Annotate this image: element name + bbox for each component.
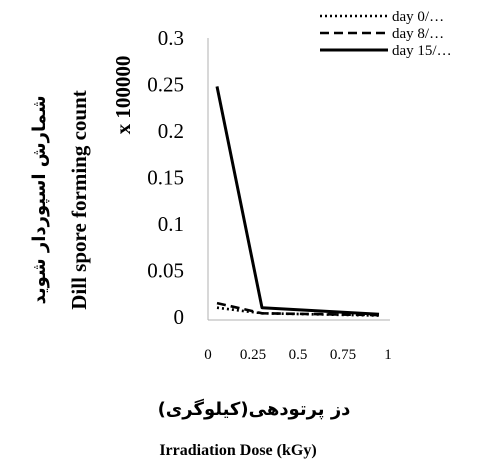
x-tick-label: 0 [204, 347, 212, 363]
y-tick-label: 0.25 [147, 73, 184, 97]
series-line-day-8 [216, 301, 380, 317]
y-tick-label: 0 [174, 305, 185, 329]
y-axis-title-fa: شمارش اسپوردار شوید [29, 95, 50, 304]
x-axis-title-en: Irradiation Dose (kGy) [159, 442, 316, 459]
legend-label: day 15/… [392, 43, 452, 59]
series-lines [215, 86, 380, 317]
axes [207, 38, 390, 321]
y-tick-label: 0.15 [147, 166, 184, 190]
y-axis-unit-label: x 100000 [111, 56, 135, 135]
x-tick-label: 0.5 [289, 347, 308, 363]
x-tick-label: 1 [384, 347, 392, 363]
y-axis-title-en: Dill spore forming count [67, 90, 91, 310]
y-tick-label: 0.3 [158, 26, 184, 50]
legend-label: day 0/… [392, 9, 444, 25]
tick-labels: 0 0.05 0.1 0.15 0.2 0.25 0.3 0 0.25 0.5 0.75 1 [147, 26, 392, 363]
legend-label: day 8/… [392, 26, 444, 42]
x-tick-label: 0.25 [240, 347, 266, 363]
y-tick-label: 0.05 [147, 259, 184, 283]
x-tick-label: 0.75 [330, 347, 356, 363]
legend: day 0/…day 8/…day 15/… [320, 9, 452, 59]
series-line-day-15 [215, 86, 380, 316]
x-axis-title-fa: دز پرتودهی(کیلوگری) [158, 398, 351, 420]
y-tick-label: 0.1 [158, 212, 184, 236]
y-tick-label: 0.2 [158, 119, 184, 143]
